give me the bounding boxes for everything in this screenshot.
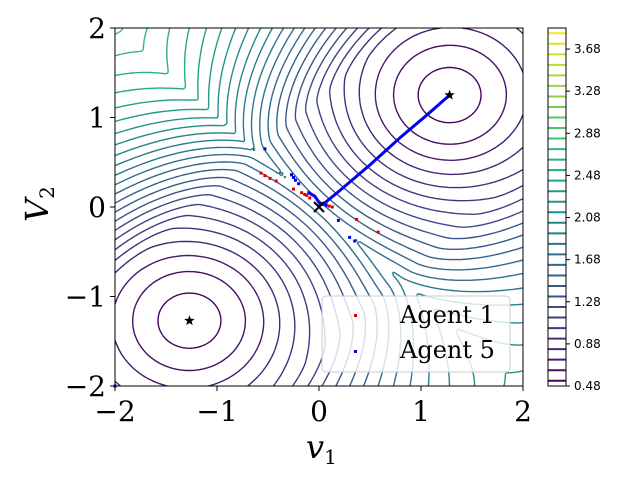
colorbar-tick-label: 0.88 bbox=[574, 337, 601, 351]
contour-level bbox=[115, 28, 523, 386]
y-axis-label: V2 bbox=[18, 186, 59, 222]
x-tick-label: 0 bbox=[310, 395, 328, 428]
x-tick-label: −1 bbox=[196, 395, 237, 428]
scatter-point-agent-5 bbox=[307, 191, 311, 195]
legend-label-agent-5: Agent 5 bbox=[399, 336, 495, 364]
scatter-point-agent-1 bbox=[259, 171, 263, 175]
scatter-point-agent-1 bbox=[303, 193, 307, 196]
colorbar-tick-label: 1.28 bbox=[574, 295, 601, 309]
scatter-point-agent-5 bbox=[348, 235, 352, 239]
contour-level bbox=[115, 28, 190, 94]
x-axis-ticks: −2 −1 0 1 2 bbox=[94, 386, 532, 428]
colorbar: 0.48 0.88 1.28 1.68 2.08 2.48 2.88 3.28 3.68 bbox=[547, 27, 601, 393]
contour-level bbox=[115, 28, 208, 109]
scatter-point-agent-5 bbox=[294, 178, 297, 182]
scatter-point-agent-1 bbox=[292, 187, 295, 191]
y-tick-label: 1 bbox=[88, 102, 106, 135]
scatter-point-agent-5 bbox=[292, 176, 295, 179]
scatter-point-agent-1 bbox=[355, 218, 359, 221]
contour-level bbox=[132, 44, 508, 372]
colorbar-tick-label: 3.68 bbox=[574, 42, 601, 56]
marker-layer bbox=[184, 89, 455, 326]
legend-label-agent-1: Agent 1 bbox=[399, 301, 495, 329]
colorbar-tick-label: 2.08 bbox=[574, 211, 601, 225]
y-tick-label: −2 bbox=[65, 370, 106, 403]
scatter-point-agent-5 bbox=[324, 203, 328, 207]
scatter-point-agent-1 bbox=[274, 179, 278, 183]
saddle-cross-marker bbox=[313, 201, 325, 213]
scatter-point-agent-5 bbox=[297, 182, 301, 186]
legend-marker-agent-5 bbox=[354, 350, 357, 353]
colorbar-tick-label: 3.28 bbox=[574, 84, 601, 98]
trajectory-layer bbox=[308, 93, 451, 207]
x-tick-label: −2 bbox=[94, 395, 135, 428]
optimum-star-marker bbox=[184, 315, 195, 326]
contour-level bbox=[115, 28, 523, 386]
contour-level bbox=[115, 28, 523, 386]
x-tick-label: 2 bbox=[514, 395, 532, 428]
y-tick-label: 2 bbox=[88, 12, 106, 45]
contour-level bbox=[157, 66, 482, 349]
scatter-point-agent-5 bbox=[336, 218, 340, 222]
contour-level bbox=[115, 28, 523, 386]
y-tick-label: −1 bbox=[65, 281, 106, 314]
scatter-point-agent-1 bbox=[300, 191, 304, 195]
legend-marker-agent-1 bbox=[354, 314, 357, 317]
scatter-point-agent-1 bbox=[305, 193, 309, 197]
scatter-point-agent-1 bbox=[263, 174, 267, 178]
legend: Agent 1 Agent 5 bbox=[321, 295, 511, 373]
contour-level bbox=[115, 28, 223, 123]
scatter-point-agent-1 bbox=[327, 204, 331, 208]
x-tick-label: 1 bbox=[412, 395, 430, 428]
scatter-point-agent-1 bbox=[308, 196, 312, 200]
y-tick-label: 0 bbox=[88, 191, 106, 224]
scatter-point-agent-1 bbox=[330, 205, 334, 209]
contour-level bbox=[115, 28, 171, 77]
y-axis-ticks: −2 −1 0 1 2 bbox=[65, 12, 115, 403]
scatter-point-agent-1 bbox=[376, 230, 380, 234]
colorbar-tick-label: 2.88 bbox=[574, 126, 601, 140]
colorbar-tick-label: 1.68 bbox=[574, 253, 601, 267]
optimum-star-marker bbox=[444, 89, 455, 100]
contour-level bbox=[115, 28, 523, 386]
legend-box bbox=[321, 295, 511, 373]
agent-trajectory-line bbox=[308, 93, 451, 207]
colorbar-frame bbox=[547, 27, 567, 387]
scatter-point-agent-5 bbox=[263, 147, 267, 151]
scatter-point-agent-1 bbox=[268, 176, 272, 180]
contour-level bbox=[115, 28, 523, 386]
contour-level bbox=[115, 28, 148, 57]
scatter-point-agent-5 bbox=[290, 173, 293, 177]
x-axis-label: v1 bbox=[306, 428, 337, 469]
scatter-point-agent-5 bbox=[353, 239, 357, 243]
colorbar-tick-label: 2.48 bbox=[574, 168, 601, 182]
contour-level bbox=[115, 28, 523, 386]
colorbar-ticks: 0.48 0.88 1.28 1.68 2.08 2.48 2.88 3.28 3.68 bbox=[566, 42, 601, 393]
colorbar-bands bbox=[548, 32, 566, 382]
colorbar-tick-label: 0.48 bbox=[574, 379, 601, 393]
